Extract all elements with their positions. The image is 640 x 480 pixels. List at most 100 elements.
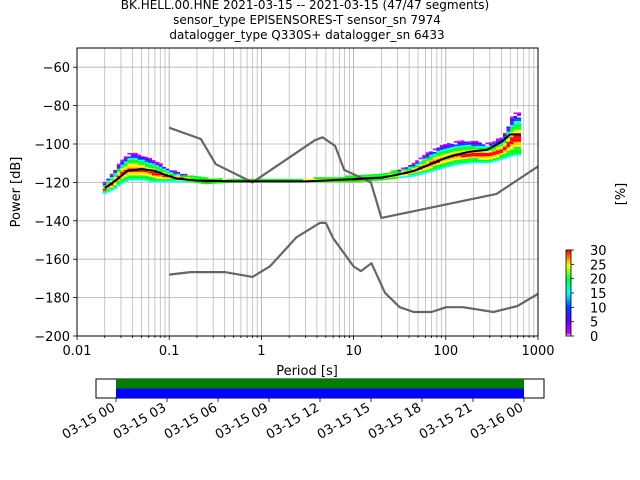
density-cell	[517, 112, 522, 115]
density-cell	[418, 171, 423, 174]
density-cell	[478, 151, 483, 153]
density-cell	[481, 156, 486, 159]
density-cell	[415, 174, 420, 176]
density-cell	[453, 156, 458, 159]
density-cell	[443, 142, 448, 144]
density-cell	[148, 173, 153, 176]
density-cell	[415, 163, 420, 166]
density-cell	[394, 177, 399, 179]
density-cell	[471, 158, 476, 160]
density-cell	[457, 138, 462, 141]
density-cell	[144, 174, 149, 176]
density-cell	[485, 158, 490, 160]
density-cell	[134, 173, 139, 176]
density-cell	[345, 175, 350, 178]
density-cell	[116, 175, 121, 178]
density-cell	[408, 175, 413, 178]
density-cell	[401, 176, 406, 178]
density-cell	[102, 188, 107, 191]
density-cell	[517, 117, 522, 120]
density-cell	[439, 167, 444, 169]
density-cell	[137, 178, 142, 181]
density-cell	[162, 172, 167, 174]
density-cell	[506, 154, 511, 156]
density-cell	[467, 146, 472, 149]
density-cell	[474, 145, 479, 148]
density-cell	[422, 163, 427, 166]
density-cell	[169, 168, 174, 171]
title-line-2: sensor_type EPISENSORES-T sensor_sn 7974	[173, 13, 441, 27]
density-cell	[471, 142, 476, 145]
density-cell	[278, 178, 283, 181]
colorbar-tick-label: 15	[590, 287, 607, 302]
density-cell	[376, 178, 381, 181]
density-cell	[204, 182, 209, 185]
density-cell	[151, 172, 156, 174]
density-cell	[464, 144, 469, 147]
density-cell	[179, 180, 184, 183]
density-cell	[369, 175, 374, 178]
density-cell	[134, 156, 139, 159]
density-cell	[478, 145, 483, 148]
density-cell	[404, 165, 409, 168]
density-cell	[450, 148, 455, 151]
density-cell	[130, 152, 135, 155]
density-cell	[141, 173, 146, 176]
density-cell	[510, 113, 515, 115]
density-cell	[271, 178, 276, 181]
density-cell	[517, 141, 522, 144]
density-cell	[148, 176, 153, 179]
density-cell	[267, 178, 272, 181]
density-cell	[460, 150, 465, 153]
timeline-tick-label: 03-15 21	[417, 400, 475, 442]
density-cell	[510, 142, 515, 145]
density-cell	[362, 174, 367, 177]
density-cell	[106, 182, 111, 184]
density-cell	[471, 154, 476, 157]
density-cell	[144, 172, 149, 175]
density-cell	[485, 145, 490, 148]
density-cell	[429, 151, 434, 153]
density-cell	[281, 178, 286, 181]
noise-model-high-line	[168, 126, 538, 219]
density-cell	[478, 144, 483, 146]
density-cell	[141, 175, 146, 178]
density-cell	[130, 177, 135, 179]
density-cell	[102, 181, 107, 184]
density-cell	[116, 182, 121, 185]
density-cell	[474, 140, 479, 143]
density-cell	[141, 161, 146, 164]
title-line-1: BK.HELL.00.HNE 2021-03-15 -- 2021-03-15 …	[121, 0, 489, 12]
density-cell	[481, 151, 486, 153]
density-cell	[499, 144, 504, 147]
density-cell	[134, 171, 139, 174]
density-cell	[327, 177, 332, 179]
density-cell	[474, 142, 479, 145]
density-cell	[429, 166, 434, 169]
density-cell	[443, 154, 448, 156]
density-cell	[102, 192, 107, 194]
density-cell	[488, 159, 493, 162]
density-cell	[453, 161, 458, 164]
density-cell	[148, 164, 153, 167]
density-cell	[113, 187, 118, 189]
density-cell	[499, 142, 504, 145]
density-cell	[404, 170, 409, 173]
density-cell	[439, 160, 444, 162]
density-cell	[510, 137, 515, 139]
density-cell	[172, 170, 177, 173]
density-cell	[127, 164, 132, 167]
density-cell	[517, 114, 522, 116]
y-axis-ticks: −60 −80 −100 −120 −140 −160 −180 −200	[34, 61, 77, 345]
density-cell	[467, 144, 472, 147]
density-cell	[510, 130, 515, 133]
density-cell	[492, 160, 497, 162]
density-cell	[513, 124, 518, 127]
density-cell	[471, 144, 476, 146]
density-cell	[134, 154, 139, 157]
density-cell	[120, 178, 125, 181]
density-cell	[215, 178, 220, 181]
density-cell	[467, 142, 472, 145]
density-cell	[137, 164, 142, 167]
density-cell	[517, 152, 522, 154]
